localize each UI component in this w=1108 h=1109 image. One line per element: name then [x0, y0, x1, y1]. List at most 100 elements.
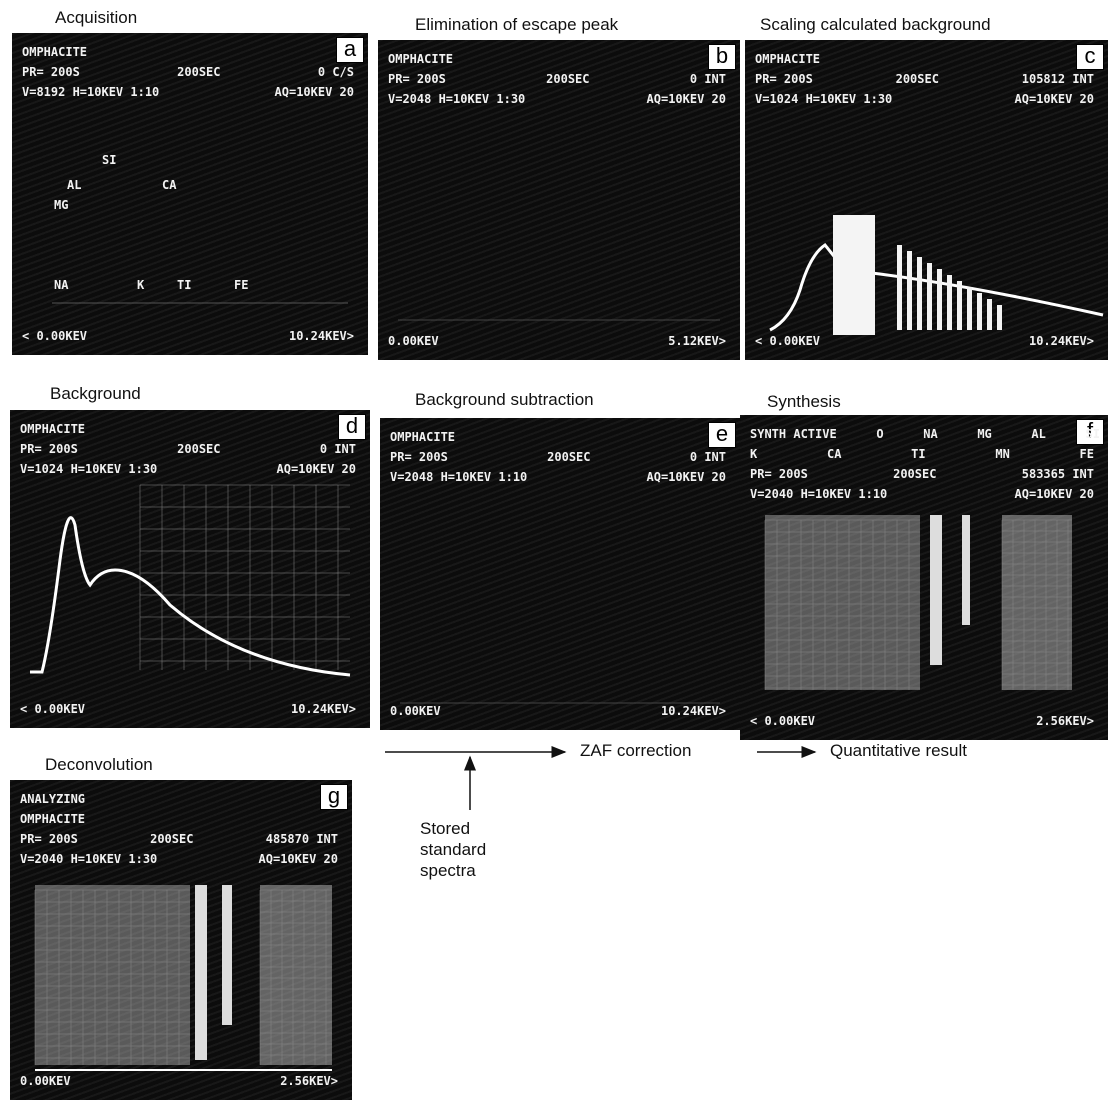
screen-line: V=2040 H=10KEV 1:30 AQ=10KEV 20 [20, 852, 338, 866]
screen-text: AQ=10KEV 20 [1014, 92, 1094, 106]
axis-range: 10.24KEV> [1028, 334, 1094, 348]
screen-text: ANALYZING [20, 792, 86, 806]
screen-line: SYNTH ACTIVE O NA MG AL SI [750, 427, 1100, 441]
screen-text: AQ=10KEV 20 [274, 85, 354, 99]
screen-line: OMPHACITE [20, 812, 338, 826]
screen-text: AL [1031, 427, 1046, 441]
screen-text: 0 C/S [317, 65, 354, 79]
spectrum-display [769, 215, 1104, 335]
screen-text: OMPHACITE [388, 52, 454, 66]
screen-text: SYNTH ACTIVE [750, 427, 837, 441]
flow-result: Quantitative result [830, 741, 968, 760]
element-label: MG [54, 198, 69, 212]
spectrum-display [400, 702, 720, 704]
screen-text: 583365 INT [1021, 467, 1094, 481]
screen-text: 0 INT [689, 72, 726, 86]
screen-text: PR= 200S [755, 72, 813, 86]
screen-footer: < 0.00KEV 10.24KEV> [755, 334, 1094, 348]
axis-range: 0.00KEV [390, 704, 441, 718]
element-label: CA [162, 178, 177, 192]
screen-footer: 0.00KEV 5.12KEV> [388, 334, 726, 348]
screen-text: PR= 200S [22, 65, 80, 79]
screen-line: ANALYZING [20, 792, 344, 806]
axis-range: 0.00KEV [388, 334, 439, 348]
flow-input: Stored standard spectra [420, 819, 487, 880]
screen-text: K [750, 447, 758, 461]
screen-line: OMPHACITE [390, 430, 726, 444]
screen-text: V=2040 H=10KEV 1:10 [750, 487, 888, 501]
screen-text: V=1024 H=10KEV 1:30 [755, 92, 893, 106]
screen-text: 200SEC [546, 72, 590, 86]
panel-title: Background subtraction [415, 390, 594, 409]
screen-text: AQ=10KEV 20 [646, 92, 726, 106]
axis-range: 2.56KEV> [1036, 714, 1094, 728]
flow-step: ZAF correction [580, 741, 692, 760]
screen-text: SI [1085, 427, 1100, 441]
screen-text: V=1024 H=10KEV 1:30 [20, 462, 158, 476]
screen-line: V=1024 H=10KEV 1:30 AQ=10KEV 20 [20, 462, 356, 476]
screen: c OMPHACITE PR= 200S 200SEC 105812 INT V=1024… [745, 40, 1108, 360]
screen-line: V=2048 H=10KEV 1:10 AQ=10KEV 20 [390, 470, 726, 484]
screen-text: PR= 200S [20, 832, 78, 846]
screen-text: 0 INT [689, 450, 726, 464]
screen-line: V=8192 H=10KEV 1:10 AQ=10KEV 20 [22, 85, 354, 99]
screen-text: PR= 200S [750, 467, 808, 481]
screen-line: PR= 200S 200SEC 583365 INT [750, 467, 1094, 481]
screen-text: AQ=10KEV 20 [646, 470, 726, 484]
panel-letter: a [336, 37, 364, 63]
element-label: FE [234, 278, 249, 292]
screen-line: PR= 200S 200SEC 0 INT [388, 72, 726, 86]
screen-text: 200SEC [895, 72, 939, 86]
screen-text: 200SEC [547, 450, 591, 464]
axis-range: 0.00KEV [20, 1074, 71, 1088]
element-label: SI [102, 153, 117, 167]
screen-text: PR= 200S [390, 450, 448, 464]
axis-range: 10.24KEV> [290, 702, 356, 716]
spectrum-display [34, 885, 332, 1071]
panel-letter: e [708, 422, 736, 448]
screen-text: AQ=10KEV 20 [1014, 487, 1094, 501]
screen-text: PR= 200S [20, 442, 78, 456]
screen-text: V=8192 H=10KEV 1:10 [22, 85, 160, 99]
screen-line: OMPHACITE [388, 52, 726, 66]
spectrum-display [398, 319, 720, 321]
screen-line: V=2040 H=10KEV 1:10 AQ=10KEV 20 [750, 487, 1094, 501]
panel-title: Background [50, 384, 141, 403]
screen-footer: 0.00KEV 2.56KEV> [20, 1074, 338, 1088]
axis-range: < 0.00KEV [22, 329, 88, 343]
screen: b OMPHACITE PR= 200S 200SEC 0 INT V=2048 H=10… [378, 40, 740, 360]
spectrum-display [30, 484, 351, 677]
screen-line: OMPHACITE [22, 45, 354, 59]
axis-range: < 0.00KEV [755, 334, 821, 348]
screen-text: V=2048 H=10KEV 1:10 [390, 470, 528, 484]
screen-line: V=1024 H=10KEV 1:30 AQ=10KEV 20 [755, 92, 1094, 106]
screen-footer: 0.00KEV 10.24KEV> [390, 704, 726, 718]
screen: g ANALYZING OMPHACITE PR= 200S 200SEC 485870 … [10, 780, 352, 1100]
screen-text: FE [1079, 447, 1094, 461]
screen-text: PR= 200S [388, 72, 446, 86]
axis-range: 10.24KEV> [288, 329, 354, 343]
screen: f SYNTH ACTIVE O NA MG AL SI K CA TI MN FE PR= 200S 2… [740, 415, 1108, 740]
screen-text: AQ=10KEV 20 [276, 462, 356, 476]
panel-letter: c [1076, 44, 1104, 70]
screen-text: AQ=10KEV 20 [258, 852, 338, 866]
panel-title: Acquisition [55, 8, 138, 27]
screen-footer: < 0.00KEV 10.24KEV> [20, 702, 356, 716]
element-label: TI [177, 278, 192, 292]
screen-text: OMPHACITE [20, 422, 86, 436]
screen-text: 105812 INT [1021, 72, 1094, 86]
panel-title: Deconvolution [45, 755, 153, 774]
screen-line: V=2048 H=10KEV 1:30 AQ=10KEV 20 [388, 92, 726, 106]
screen-line: K CA TI MN FE [750, 447, 1094, 461]
spectrum-display [52, 302, 348, 304]
screen-text: 200SEC [150, 832, 194, 846]
screen-line: PR= 200S 200SEC 485870 INT [20, 832, 338, 846]
screen: d OMPHACITE PR= 200S 200SEC 0 INT V=1024 H=10… [10, 410, 370, 728]
screen-line: PR= 200S 200SEC 105812 INT [755, 72, 1094, 86]
panel-letter: f [1076, 419, 1104, 445]
screen-text: TI [911, 447, 926, 461]
screen-text: NA [923, 427, 938, 441]
screen-text: MN [995, 447, 1010, 461]
